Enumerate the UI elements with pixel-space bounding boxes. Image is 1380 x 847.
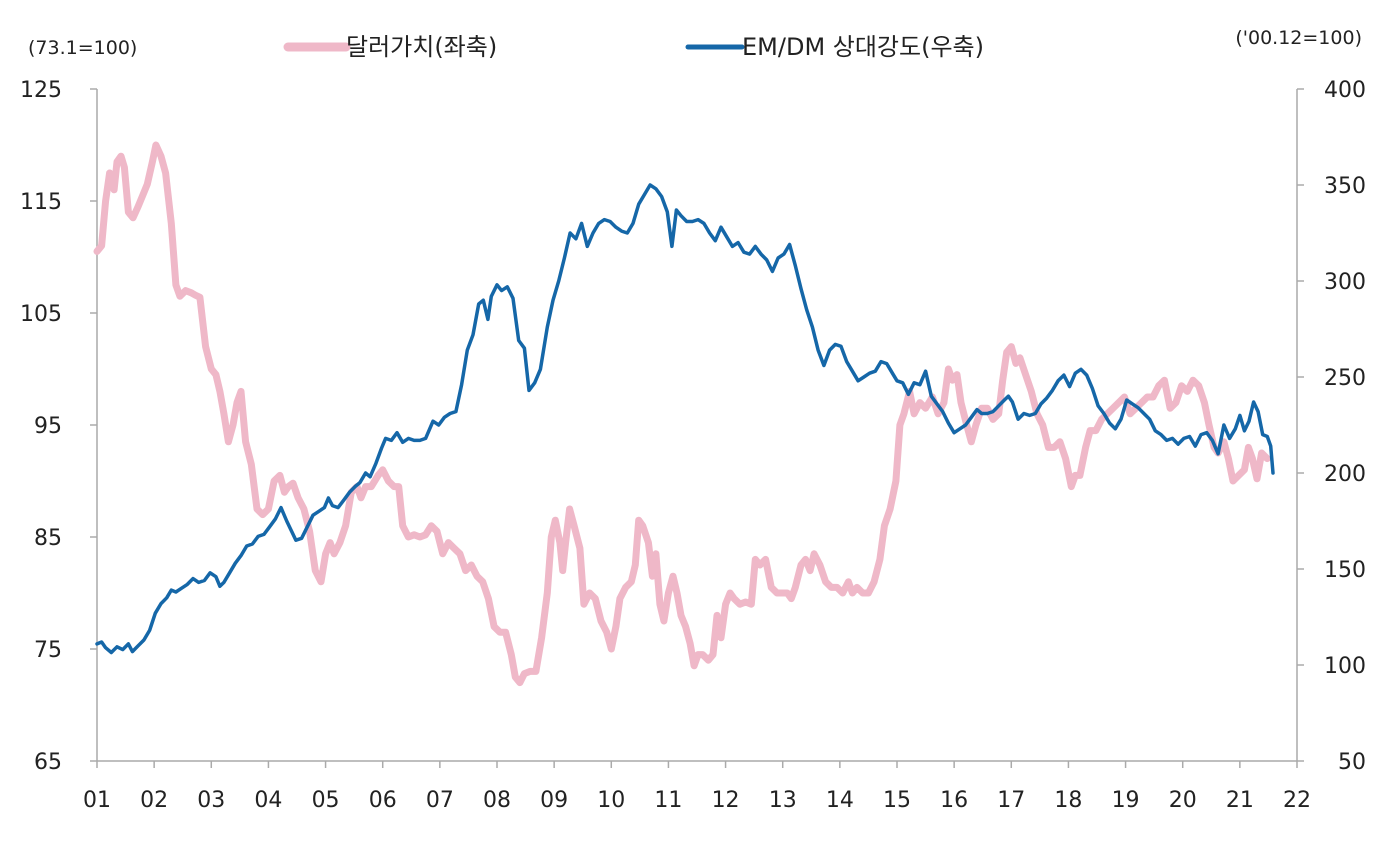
right-tick-label: 100 xyxy=(1324,654,1366,679)
right-tick-label: 50 xyxy=(1338,750,1366,775)
left-tick-label: 105 xyxy=(20,302,62,327)
x-tick-label: 18 xyxy=(1054,788,1082,813)
right-tick-label: 250 xyxy=(1324,366,1366,391)
left-y-ticks: 125 115 105 95 85 75 65 xyxy=(20,78,97,775)
left-tick-label: 65 xyxy=(34,750,62,775)
left-tick-label: 115 xyxy=(20,190,62,215)
series-line-dollar xyxy=(93,141,1271,687)
x-tick-label: 16 xyxy=(940,788,968,813)
x-tick-label: 05 xyxy=(312,788,340,813)
x-tick-label: 21 xyxy=(1226,788,1254,813)
x-tick-label: 20 xyxy=(1169,788,1197,813)
series-line-emdm xyxy=(95,183,1275,655)
x-tick-label: 01 xyxy=(83,788,111,813)
x-tick-label: 11 xyxy=(654,788,682,813)
right-tick-label: 350 xyxy=(1324,174,1366,199)
legend: 달러가치(좌축) EM/DM 상대강도(우축) xyxy=(283,33,984,61)
left-tick-label: 125 xyxy=(20,78,62,103)
x-tick-label: 19 xyxy=(1112,788,1140,813)
x-tick-label: 15 xyxy=(883,788,911,813)
right-y-ticks: 400 350 300 250 200 150 100 50 xyxy=(1297,78,1366,775)
x-tick-label: 17 xyxy=(997,788,1025,813)
left-axis-unit: (73.1=100) xyxy=(28,37,137,59)
x-ticks: 01 02 03 04 05 06 07 08 09 10 11 12 13 14 15 16 17 18 19 20… xyxy=(83,761,1311,813)
x-tick-label: 22 xyxy=(1283,788,1311,813)
left-tick-label: 75 xyxy=(34,638,62,663)
x-tick-label: 07 xyxy=(426,788,454,813)
x-tick-label: 14 xyxy=(826,788,854,813)
right-tick-label: 300 xyxy=(1324,270,1366,295)
x-tick-label: 02 xyxy=(140,788,168,813)
x-tick-label: 12 xyxy=(712,788,740,813)
right-tick-label: 150 xyxy=(1324,558,1366,583)
x-tick-label: 08 xyxy=(483,788,511,813)
right-tick-label: 400 xyxy=(1324,78,1366,103)
x-tick-label: 04 xyxy=(254,788,282,813)
legend-label-dollar: 달러가치(좌축) xyxy=(346,33,497,61)
x-tick-label: 10 xyxy=(597,788,625,813)
x-tick-label: 03 xyxy=(197,788,225,813)
x-tick-label: 09 xyxy=(540,788,568,813)
right-tick-label: 200 xyxy=(1324,462,1366,487)
legend-label-emdm: EM/DM 상대강도(우축) xyxy=(742,33,984,61)
x-tick-label: 06 xyxy=(369,788,397,813)
right-axis-unit: ('00.12=100) xyxy=(1235,27,1362,49)
left-tick-label: 85 xyxy=(34,526,62,551)
left-tick-label: 95 xyxy=(34,414,62,439)
x-tick-label: 13 xyxy=(769,788,797,813)
